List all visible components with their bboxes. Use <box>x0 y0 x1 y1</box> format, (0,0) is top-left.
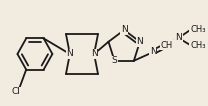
Text: S: S <box>112 56 117 65</box>
Text: CH: CH <box>161 40 173 50</box>
Text: CH₃: CH₃ <box>190 42 206 50</box>
Text: Cl: Cl <box>11 87 20 96</box>
Text: CH₃: CH₃ <box>190 24 206 33</box>
Text: N: N <box>91 50 98 59</box>
Text: N: N <box>136 37 143 46</box>
Text: N: N <box>121 26 128 34</box>
Text: N: N <box>150 47 157 56</box>
Text: N: N <box>67 50 73 59</box>
Text: N: N <box>175 33 182 43</box>
